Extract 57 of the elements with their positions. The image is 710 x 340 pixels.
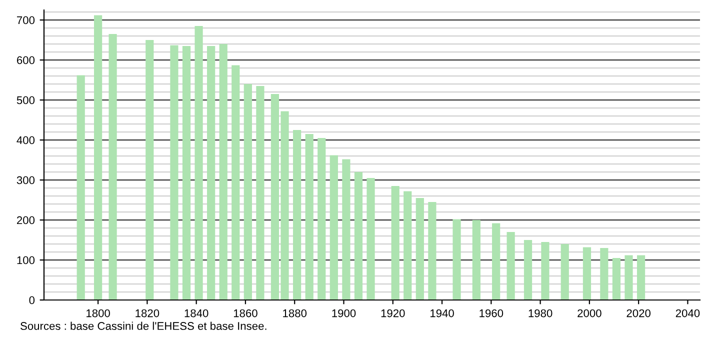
x-tick-label: 1940 [430,309,454,318]
x-tick-label: 1840 [184,309,208,318]
x-tick-label: 2000 [578,309,602,318]
bar [342,159,350,300]
bar [600,248,608,300]
bar [256,86,264,300]
bar [560,244,569,300]
x-tick-label: 1900 [332,309,356,318]
bar [492,223,500,300]
x-tick-label: 1820 [136,309,160,318]
bar [428,202,436,300]
bar [194,26,203,300]
y-tick-label: 0 [29,296,35,304]
x-tick-label: 2040 [676,309,700,318]
bar [293,130,302,300]
bar [636,255,646,300]
y-tick-label: 400 [16,136,35,144]
y-tick-label: 500 [16,96,35,104]
x-tick-label: 1960 [480,309,504,318]
bar [582,247,592,300]
bar [170,45,178,300]
bar [524,240,532,300]
bar [94,15,102,300]
bar [108,34,117,300]
x-tick-label: 2020 [626,309,650,318]
y-tick-label: 700 [17,16,35,24]
bar [366,178,375,300]
y-tick-label: 300 [16,176,35,184]
y-tick-label: 200 [16,216,35,224]
bar [472,220,480,300]
bar [541,242,550,300]
bar [182,46,191,300]
bar [207,46,216,300]
bar [244,84,252,300]
x-tick-label: 1980 [528,309,552,318]
bar [76,75,85,300]
bar [624,255,633,300]
bar [612,258,621,300]
bar [330,155,338,300]
bar [146,40,154,300]
source-note: Sources : base Cassini de l'EHESS et base Insee. [20,322,266,330]
bar [391,186,400,300]
bar [354,172,363,300]
bar [416,198,424,300]
bar [506,232,515,300]
bar [232,65,240,300]
x-tick-label: 1800 [86,309,110,318]
y-tick-label: 600 [17,56,35,64]
x-tick-label: 1920 [381,309,405,318]
y-tick-label: 100 [17,256,35,264]
bar [219,44,228,300]
bar [452,219,461,300]
bar [404,191,412,300]
x-tick-label: 1860 [234,309,258,318]
x-tick-label: 1880 [283,309,307,318]
bar [318,138,326,300]
bar [305,134,314,300]
